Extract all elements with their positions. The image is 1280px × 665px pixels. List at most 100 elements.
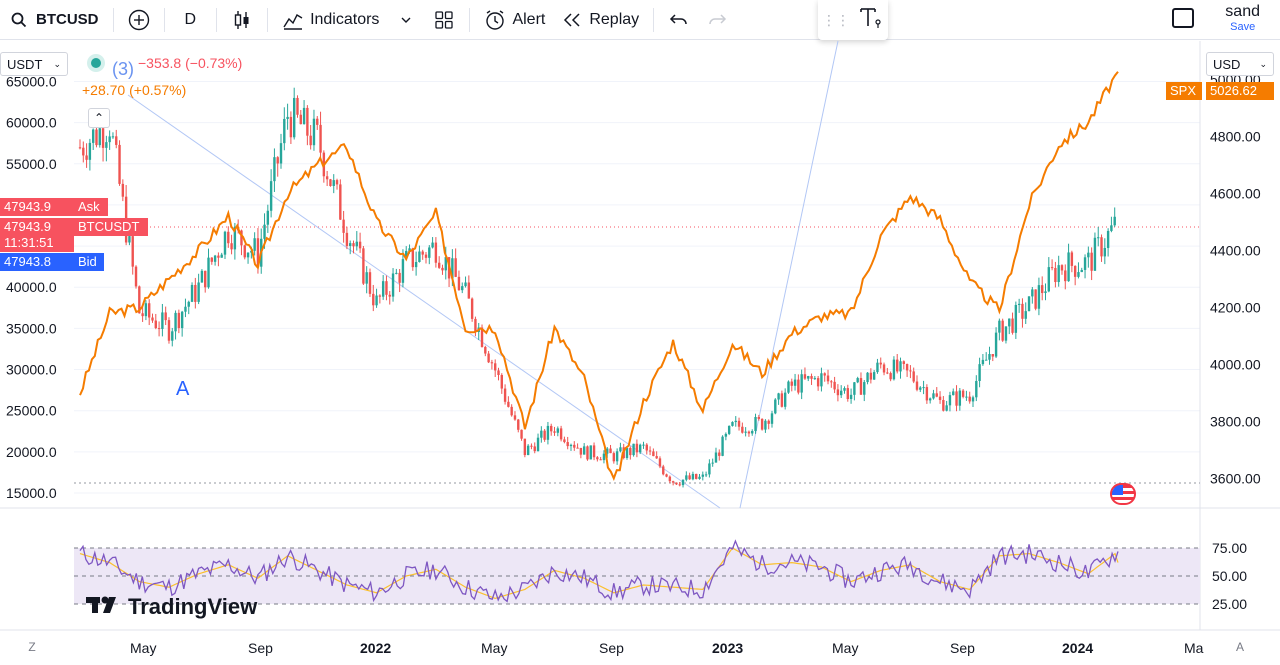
btc-candle-body-up xyxy=(405,250,408,260)
interval-label: D xyxy=(184,10,197,28)
us-flag-icon[interactable] xyxy=(1110,483,1136,505)
btc-candle-body-down xyxy=(309,135,312,146)
redo-button[interactable] xyxy=(698,0,736,40)
btc-candle-body-up xyxy=(793,379,797,386)
btc-candle-body-down xyxy=(424,254,428,258)
layout-toggle-icon[interactable] xyxy=(1172,8,1194,28)
btc-candle-body-up xyxy=(536,437,540,452)
btc-candle-body-down xyxy=(925,387,929,401)
btc-candle-body-up xyxy=(197,282,200,302)
divider xyxy=(216,7,218,32)
btc-candle-body-down xyxy=(342,219,345,233)
right-axis-tick: 4000.00 xyxy=(1210,357,1261,373)
btc-candle-body-down xyxy=(1021,303,1024,319)
btc-candle-body-down xyxy=(609,448,612,454)
btc-candle-body-up xyxy=(381,281,385,297)
btc-candle-body-down xyxy=(760,418,764,430)
btc-candle-body-up xyxy=(734,420,737,423)
right-currency-dropdown[interactable]: USD ⌄ xyxy=(1206,52,1274,76)
trend-lines xyxy=(127,40,839,509)
btc-candle-body-down xyxy=(790,381,793,386)
status-dot-icon xyxy=(91,58,101,68)
trend-line xyxy=(127,94,721,509)
left-currency-dropdown[interactable]: USDT ⌄ xyxy=(0,52,68,76)
btc-candle-body-up xyxy=(263,224,266,239)
btc-candle-body-up xyxy=(1031,289,1034,297)
right-axis-tick: 3800.00 xyxy=(1210,414,1261,430)
btc-candle-body-up xyxy=(401,259,405,283)
divider xyxy=(112,7,114,32)
btc-candle-body-up xyxy=(922,387,925,389)
btc-candle-body-down xyxy=(454,258,457,277)
btc-candle-body-up xyxy=(840,390,843,396)
compare-button[interactable] xyxy=(120,0,158,40)
left-axis-tick: 35000.0 xyxy=(6,320,57,336)
btc-candle-body-down xyxy=(82,147,85,156)
btc-candle-body-up xyxy=(464,282,467,287)
btc-candle-body-down xyxy=(467,282,471,299)
btc-candle-body-down xyxy=(688,475,691,480)
btc-candle-body-down xyxy=(368,272,372,294)
btc-candle-body-down xyxy=(148,303,151,318)
undo-button[interactable] xyxy=(660,0,698,40)
text-tool-icon[interactable] xyxy=(858,5,884,36)
btc-candle-body-down xyxy=(912,371,915,382)
btc-candle-body-down xyxy=(500,375,503,389)
btc-candle-body-down xyxy=(579,447,583,455)
btc-candle-body-down xyxy=(635,443,639,453)
btc-candle-body-up xyxy=(365,272,368,284)
indicators-dropdown[interactable] xyxy=(387,0,425,40)
indicators-label: Indicators xyxy=(310,10,380,28)
btc-candle-body-down xyxy=(441,267,444,271)
zoom-reset-button[interactable]: Z xyxy=(28,640,36,654)
btc-candle-body-down xyxy=(167,320,171,341)
btc-candle-body-up xyxy=(171,331,174,341)
btc-candle-body-up xyxy=(128,236,131,243)
interval-button[interactable]: D xyxy=(171,0,211,40)
auto-scale-button[interactable]: A xyxy=(1235,640,1244,654)
candlestick-icon xyxy=(231,9,253,31)
price-axes: 65000.060000.055000.050000.045000.040000… xyxy=(6,71,1261,612)
btc-candle-body-up xyxy=(978,364,981,381)
btc-candle-body-up xyxy=(526,445,530,456)
layouts-button[interactable] xyxy=(425,0,463,40)
spx-change: +28.70 (+0.57%) xyxy=(82,82,187,98)
alarm-clock-icon xyxy=(484,9,506,31)
symbol-search[interactable]: BTCUSD xyxy=(0,0,107,40)
btc-candle-body-down xyxy=(372,293,375,306)
btc-candle-body-down xyxy=(559,428,563,440)
indicators-button[interactable]: Indicators xyxy=(274,0,387,40)
ask-tag: Ask xyxy=(74,198,108,216)
replay-button[interactable]: Replay xyxy=(553,0,647,40)
chart-type-button[interactable] xyxy=(223,0,261,40)
btc-candle-body-up xyxy=(312,118,316,146)
btc-candle-body-up xyxy=(391,273,395,297)
btc-candle-body-down xyxy=(490,362,494,364)
alert-button[interactable]: Alert xyxy=(476,0,553,40)
rsi-axis-tick: 50.00 xyxy=(1212,568,1247,584)
btc-candle-body-up xyxy=(1106,230,1110,248)
btc-candle-body-up xyxy=(1067,252,1070,282)
btc-candle-body-down xyxy=(378,295,382,297)
btc-candle-body-up xyxy=(602,453,606,461)
save-button[interactable]: sand Save xyxy=(1225,4,1260,33)
btc-candle-body-down xyxy=(154,320,157,329)
drag-handle-icon[interactable]: ⋮⋮ xyxy=(822,11,850,28)
btc-candle-body-up xyxy=(266,210,270,225)
bar-countdown: 11:31:51 xyxy=(0,234,74,252)
btc-candle-body-down xyxy=(243,245,246,258)
time-axis-tick: May xyxy=(481,640,508,656)
btc-candle-body-up xyxy=(1017,303,1021,305)
btc-candle-body-up xyxy=(1097,237,1100,239)
btc-candle-body-up xyxy=(220,254,223,258)
btc-candle-body-up xyxy=(1077,272,1080,277)
btc-candle-body-up xyxy=(556,428,560,433)
btc-candle-body-up xyxy=(777,393,780,400)
btc-candle-body-up xyxy=(461,286,464,291)
tradingview-logo[interactable]: TradingView xyxy=(86,594,257,620)
btc-candle-body-down xyxy=(550,425,553,432)
btc-candle-body-down xyxy=(896,359,899,372)
collapse-legend-button[interactable]: ⌃ xyxy=(88,108,110,128)
btc-candle-body-down xyxy=(599,459,602,461)
